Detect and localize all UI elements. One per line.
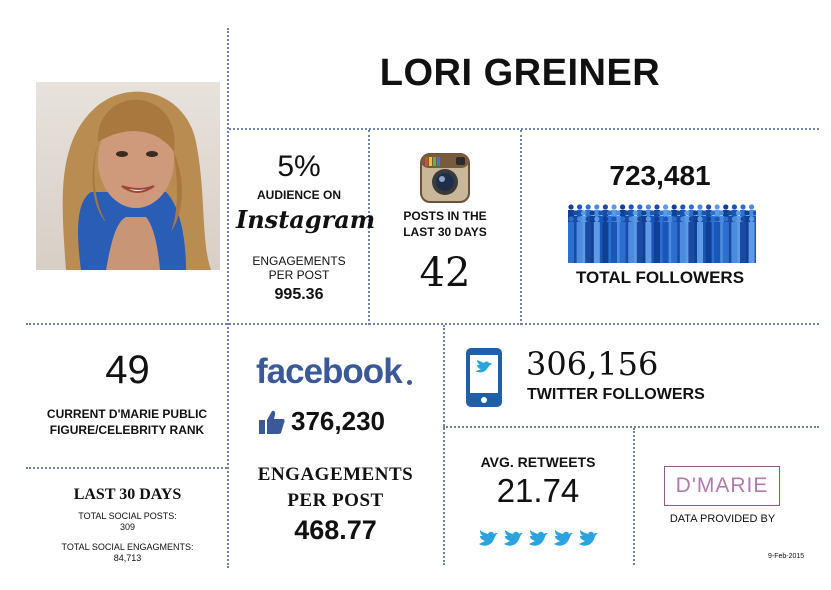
facebook-wordmark-dot [407,380,412,385]
divider [227,28,229,568]
portrait-image [36,82,220,270]
twitter-bird-icon [504,530,523,546]
facebook-engagements-label: ENGAGEMENTS PER POST [257,464,414,511]
facebook-engagements-value: 468.77 [294,515,377,545]
audience-label: AUDIENCE ON [256,188,341,202]
posts-value: 42 [419,250,471,296]
page-title: LORI GREINER [379,52,661,94]
rank-value: 49 [105,348,150,392]
thumbs-up-icon [258,408,286,436]
rank-label: CURRENT D'MARIE PUBLIC FIGURE/CELEBRITY … [46,407,208,437]
facebook-likes-value: 376,230 [291,406,385,436]
twitter-bird-icon [579,530,598,546]
dmarie-logo: D'MARIE [664,466,780,506]
retweets-value: 21.74 [496,472,580,509]
followers-crowd-icon [566,203,759,263]
report-date: 9-Feb-2015 [768,553,805,560]
facebook-wordmark: facebook [256,352,403,391]
bird-icons-row [478,530,602,550]
total-followers-value: 723,481 [609,160,711,191]
divider [26,323,819,325]
last30-title: LAST 30 DAYS [73,486,182,503]
divider [26,467,227,469]
divider [443,426,819,428]
instagram-camera-icon [420,153,470,203]
dmarie-logo-text: D'MARIE [675,474,769,497]
posts-label: POSTS IN THE LAST 30 DAYS [403,209,487,239]
divider [229,128,819,130]
twitter-bird-icon [479,530,498,546]
instagram-engagements-value: 995.36 [274,286,324,303]
audience-percent: 5% [277,150,321,183]
divider [368,130,370,325]
instagram-engagements-label: ENGAGEMENTS PER POST [252,254,346,282]
last30-posts-label: TOTAL SOCIAL POSTS: [78,511,177,521]
data-provided-label: DATA PROVIDED BY [669,513,776,525]
instagram-wordmark: Instagram [236,205,376,234]
last30-posts-value: 309 [119,522,136,532]
retweets-label: AVG. RETWEETS [480,454,596,470]
last30-engagements-value: 84,713 [113,553,142,563]
divider [520,130,522,325]
twitter-followers-value: 306,156 [526,345,659,383]
phone-twitter-icon [465,347,503,408]
total-followers-label: TOTAL FOLLOWERS [575,268,745,287]
twitter-bird-icon [529,530,548,546]
divider [633,428,635,565]
twitter-followers-label: TWITTER FOLLOWERS [527,386,705,403]
divider [443,325,445,565]
twitter-bird-icon [554,530,573,546]
last30-engagements-label: TOTAL SOCIAL ENGAGMENTS: [61,542,194,552]
